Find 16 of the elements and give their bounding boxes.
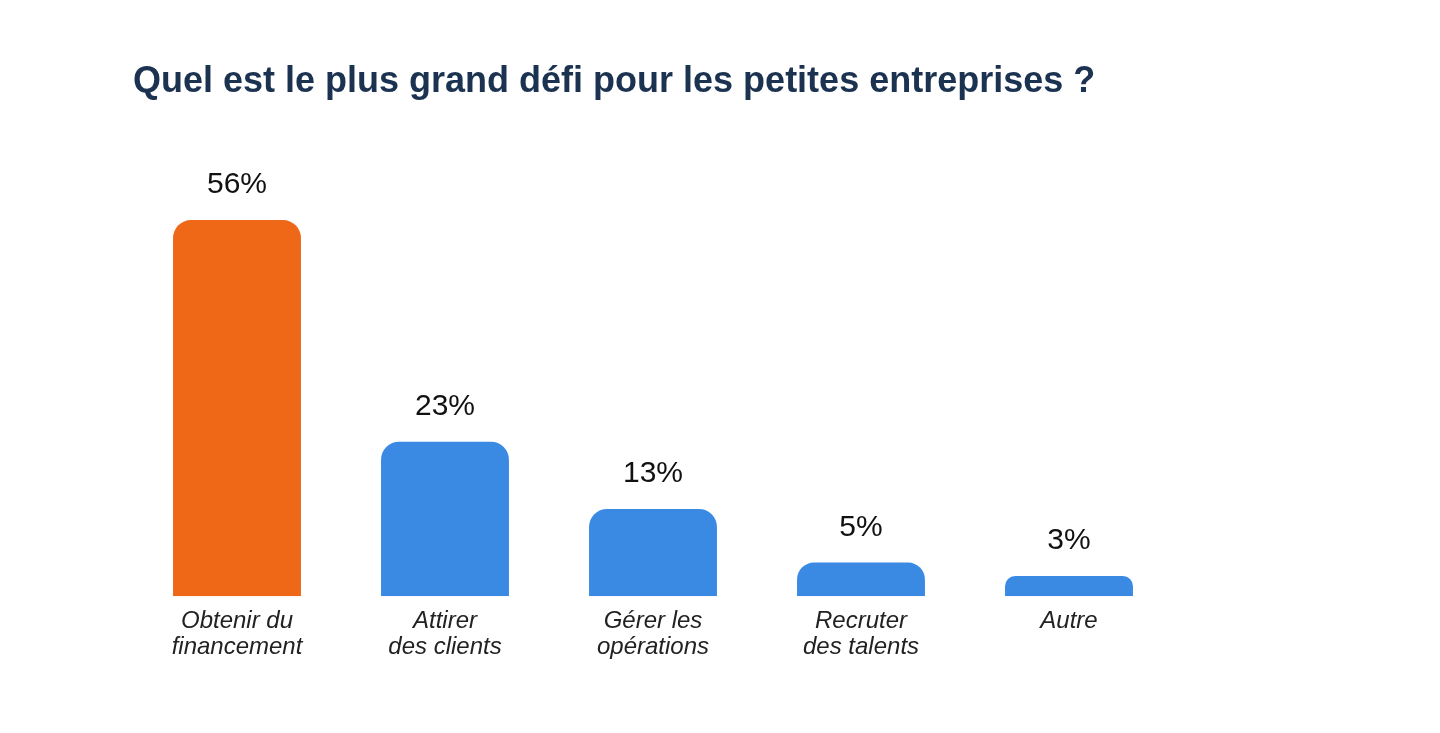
data-label: 13% bbox=[622, 455, 684, 489]
bar bbox=[1005, 576, 1133, 597]
data-label: 23% bbox=[414, 387, 476, 421]
chart-title: Quel est le plus grand défi pour les petites entreprises ? bbox=[133, 58, 1096, 100]
x-tick-label: Attirer des clients bbox=[388, 606, 502, 660]
bar bbox=[589, 508, 717, 597]
data-label: 3% bbox=[1047, 522, 1091, 556]
data-label: 5% bbox=[839, 508, 883, 542]
data-label: 56% bbox=[206, 166, 268, 200]
bar bbox=[797, 562, 925, 597]
bar bbox=[173, 220, 301, 597]
x-tick-label: Obtenir du financement bbox=[171, 606, 304, 660]
bar bbox=[381, 441, 509, 597]
x-tick-label: Autre bbox=[1038, 606, 1098, 634]
x-tick-label: Recruter des talents bbox=[802, 606, 920, 660]
x-tick-label: Gérer les opérations bbox=[596, 606, 710, 660]
